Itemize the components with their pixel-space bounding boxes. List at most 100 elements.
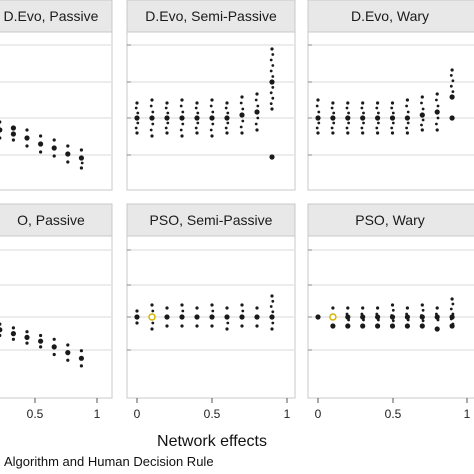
data-point-filler	[360, 126, 364, 130]
panel-1-frame: D.Evo, Semi-Passive	[126, 0, 296, 191]
data-point-filler	[269, 102, 273, 105]
x-tick-label: 0.5	[27, 407, 44, 421]
data-point	[11, 326, 15, 330]
data-point	[389, 115, 396, 121]
data-point	[39, 134, 43, 138]
data-point	[134, 314, 140, 320]
data-point	[150, 98, 154, 102]
data-point	[345, 314, 351, 320]
data-point-filler	[211, 122, 215, 126]
data-point	[11, 337, 15, 341]
data-point-filler	[226, 111, 230, 115]
data-point-filler	[420, 314, 423, 317]
data-point	[135, 131, 139, 135]
panel-0-frame: D.Evo, Passive	[0, 0, 113, 191]
panel-1-title: D.Evo, Semi-Passive	[145, 8, 277, 24]
data-point	[330, 115, 336, 121]
data-point	[39, 333, 43, 338]
data-point-filler	[136, 111, 140, 115]
data-point	[180, 98, 184, 102]
data-point	[255, 92, 259, 96]
data-point	[360, 323, 366, 329]
data-point	[361, 101, 365, 105]
panel-0-title: D.Evo, Passive	[4, 8, 99, 24]
x-axis-title: Network effects	[157, 433, 267, 450]
data-point-filler	[166, 111, 170, 115]
data-point	[39, 345, 43, 349]
panel-3-frame: O, Passive	[0, 203, 113, 399]
data-point	[179, 115, 185, 121]
data-point	[434, 326, 440, 332]
data-point	[25, 330, 29, 334]
data-point	[10, 331, 16, 337]
data-point	[165, 101, 169, 105]
data-point	[79, 349, 83, 353]
data-point	[209, 115, 215, 121]
data-point-filler	[239, 101, 243, 105]
panel-3-title: O, Passive	[17, 212, 85, 228]
data-point	[390, 131, 395, 135]
data-point	[435, 92, 439, 96]
data-point	[254, 314, 260, 320]
data-point-filler	[449, 317, 453, 321]
data-point-filler	[317, 110, 321, 114]
data-point-filler	[271, 96, 275, 100]
data-point-filler	[391, 111, 395, 115]
data-point	[148, 313, 156, 321]
data-point	[165, 324, 169, 328]
data-point	[135, 101, 139, 105]
data-point-filler	[449, 307, 453, 311]
data-point	[316, 131, 320, 135]
data-point	[434, 314, 440, 320]
data-point-filler	[347, 318, 350, 322]
data-point	[79, 364, 83, 368]
data-point	[404, 314, 410, 320]
data-point	[179, 314, 185, 320]
data-point	[270, 107, 274, 111]
data-point	[52, 352, 56, 357]
data-point	[180, 134, 184, 138]
data-point	[376, 306, 380, 310]
data-point-filler	[451, 79, 455, 83]
data-point-filler	[330, 126, 334, 130]
data-point-filler	[332, 121, 336, 125]
data-point-filler	[181, 309, 185, 313]
data-point-filler	[436, 318, 440, 322]
data-point-filler	[254, 122, 258, 126]
data-point	[10, 125, 16, 131]
data-point	[194, 115, 200, 121]
data-point	[270, 327, 274, 331]
data-point-filler	[164, 106, 168, 110]
data-point-filler	[449, 84, 453, 88]
data-point-filler	[194, 106, 198, 110]
data-point	[225, 131, 229, 135]
data-point-filler	[391, 308, 395, 312]
data-point-filler	[271, 310, 275, 314]
data-point	[150, 303, 154, 307]
data-point-filler	[239, 125, 243, 129]
data-point-filler	[345, 312, 349, 316]
data-point-filler	[451, 90, 455, 93]
data-point	[210, 324, 214, 328]
data-point	[0, 327, 3, 333]
data-point	[269, 79, 275, 85]
data-point	[66, 358, 70, 362]
data-point	[180, 303, 184, 307]
data-point-filler	[406, 318, 410, 322]
data-point-filler	[421, 308, 425, 312]
data-point-filler	[421, 107, 425, 111]
data-point	[240, 131, 244, 135]
data-point	[135, 321, 139, 325]
data-point	[224, 115, 230, 121]
data-point	[420, 303, 424, 307]
data-point	[52, 154, 56, 158]
data-point	[38, 141, 44, 147]
data-point	[11, 138, 15, 142]
data-point-filler	[421, 118, 425, 122]
data-point-filler	[390, 126, 394, 130]
data-point-filler	[317, 121, 321, 125]
x-tick-label: 1	[284, 407, 291, 421]
panel-2-frame: D.Evo, Wary	[307, 0, 474, 191]
data-point-filler	[134, 126, 138, 130]
